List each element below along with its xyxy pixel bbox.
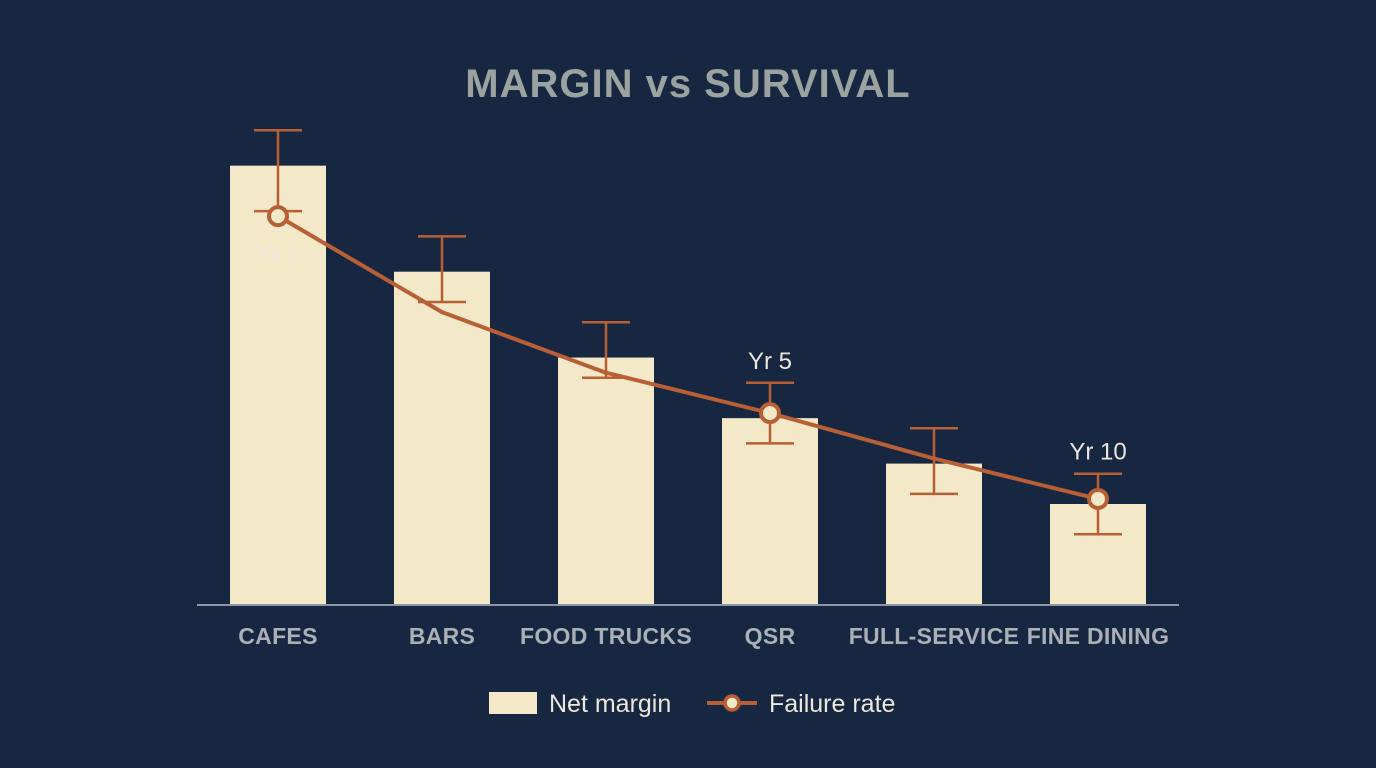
chart-title: MARGIN vs SURVIVAL — [465, 62, 911, 106]
x-tick-label: FOOD TRUCKS — [520, 623, 692, 649]
x-tick-label: BARS — [409, 623, 475, 649]
x-tick-label: FINE DINING — [1027, 623, 1170, 649]
bar-qsr — [722, 418, 818, 605]
bar-bars — [394, 271, 490, 605]
legend-label-net-margin: Net margin — [549, 690, 671, 718]
legend-swatch-net-margin — [489, 692, 537, 714]
x-tick-label: CAFES — [238, 623, 317, 649]
x-tick-label: QSR — [745, 623, 796, 649]
point-label: Yr 1 — [256, 241, 300, 268]
point-label: Yr 5 — [748, 348, 792, 375]
failure-rate-line — [276, 214, 1100, 501]
x-tick-label: FULL-SERVICE — [849, 623, 1020, 649]
failure-rate-marker — [759, 402, 781, 425]
bar-cafes — [230, 165, 326, 605]
legend-label-failure-rate: Failure rate — [769, 690, 895, 718]
legend-marker-failure-rate — [723, 694, 741, 712]
point-label: Yr 10 — [1069, 439, 1126, 466]
bar-food-trucks — [558, 357, 654, 605]
failure-rate-marker — [267, 205, 289, 228]
failure-rate-marker — [1087, 487, 1109, 510]
